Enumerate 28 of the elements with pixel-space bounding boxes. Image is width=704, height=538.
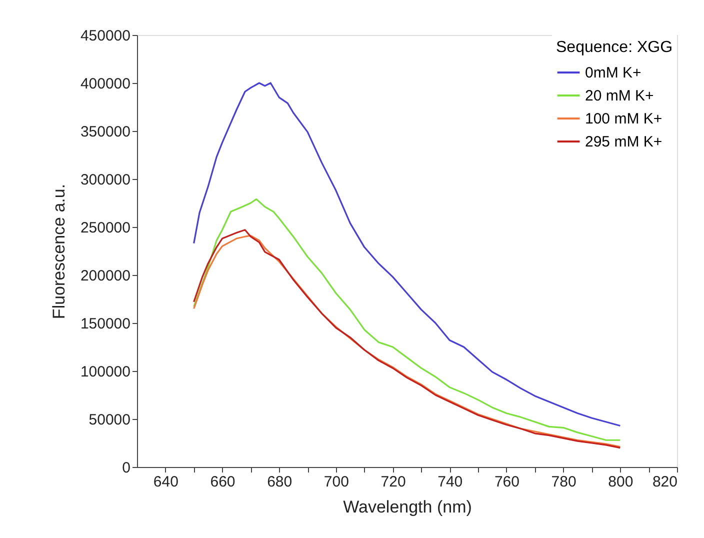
y-tick-label: 350000 [80,124,130,140]
y-tick-label: 250000 [80,220,130,236]
x-tick-label: 740 [438,474,463,490]
x-tick-label: 720 [380,474,406,490]
legend-title: Sequence: XGG [556,39,673,56]
x-tick-label: 680 [267,474,292,490]
y-tick-label: 200000 [80,268,130,284]
x-tick-label: 780 [551,474,576,490]
y-tick-label: 450000 [80,28,130,44]
x-tick-label: 800 [608,474,634,490]
x-tick-label: 700 [324,474,349,490]
legend-label: 20 mM K+ [585,88,654,104]
x-tick-label: 820 [652,474,678,490]
y-tick-label: 300000 [80,172,130,188]
legend-label: 100 mM K+ [585,110,662,128]
legend-label: 0mM K+ [585,64,642,82]
y-tick-label: 0 [122,460,130,476]
x-axis-title: Wavelength (nm) [343,498,472,516]
line-series [193,198,621,441]
y-axis-title: Fluorescence a.u. [49,184,68,320]
y-tick-label: 400000 [80,76,130,92]
x-tick-label: 660 [210,474,236,490]
legend-label: 295 mM K+ [585,134,662,150]
x-tick-label: 760 [494,474,520,490]
y-tick-label: 150000 [80,316,130,332]
x-tick-label: 640 [153,474,178,490]
y-tick-label: 50000 [88,412,130,428]
y-tick-label: 100000 [80,364,130,380]
